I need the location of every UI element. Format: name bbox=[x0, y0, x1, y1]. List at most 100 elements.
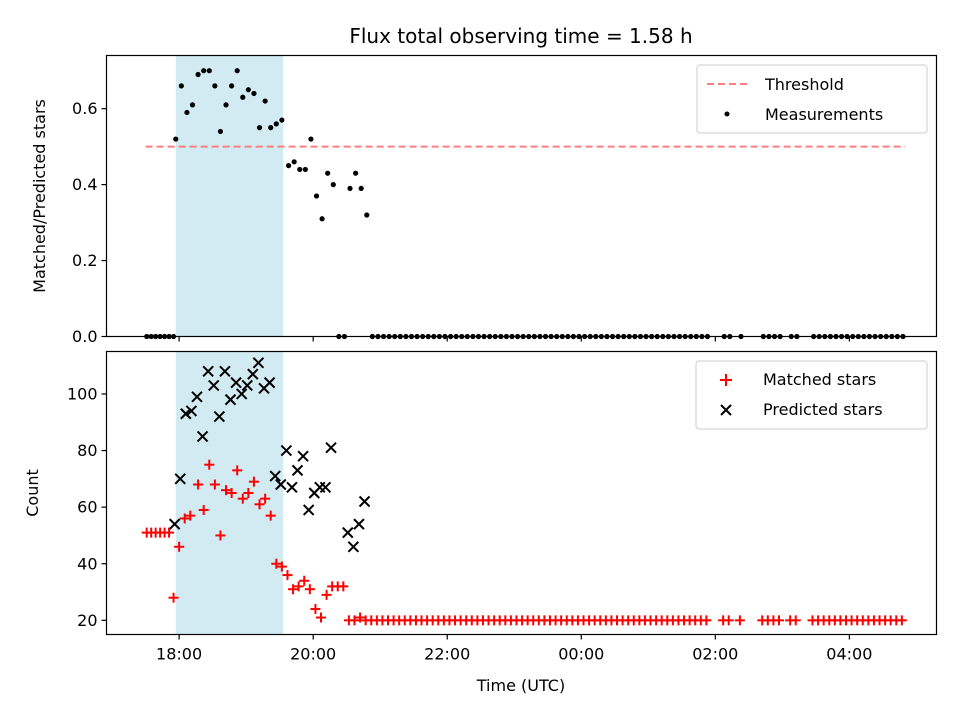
predicted-star-point bbox=[358, 495, 371, 508]
predicted-star-point bbox=[280, 444, 293, 457]
matched-star-point bbox=[164, 527, 175, 538]
matched-star-point bbox=[321, 589, 332, 600]
ratio-y-tick-label: 0.0 bbox=[72, 327, 97, 346]
count-x-ticks: 18:00 20:00 22:00 00:00 02:00 04:00 bbox=[156, 634, 872, 664]
matched-star-point bbox=[310, 604, 321, 615]
predicted-star-point bbox=[202, 365, 214, 378]
predicted-star-point bbox=[235, 388, 248, 400]
legend-measurements-label: Measurements bbox=[765, 105, 883, 124]
predicted-star-point bbox=[302, 504, 315, 516]
predicted-star-point bbox=[286, 481, 298, 494]
measurement-point bbox=[201, 68, 207, 74]
legend-measurements-swatch bbox=[724, 111, 730, 117]
matched-star-point bbox=[198, 504, 209, 515]
measurement-point bbox=[308, 136, 314, 142]
matched-star-point bbox=[209, 479, 220, 490]
matched-star-point bbox=[773, 615, 784, 626]
matched-star-point bbox=[243, 488, 254, 498]
matched-star-point bbox=[174, 541, 185, 552]
ratio-x-ticks bbox=[178, 336, 850, 342]
measurement-point bbox=[297, 166, 303, 173]
measurement-point bbox=[189, 102, 196, 108]
x-tick-label: 02:00 bbox=[692, 645, 738, 664]
matched-star-point bbox=[168, 592, 179, 603]
matched-star-point bbox=[299, 575, 310, 586]
matched-star-point bbox=[185, 510, 196, 521]
matched-star-point bbox=[701, 615, 712, 626]
ratio-y-axis-label: Matched/Predicted stars bbox=[30, 99, 49, 293]
matched-star-point bbox=[237, 493, 248, 504]
measurement-point bbox=[319, 216, 325, 222]
matched-star-point bbox=[896, 615, 907, 626]
count-y-tick-label: 20 bbox=[77, 611, 97, 630]
x-tick-label: 04:00 bbox=[826, 645, 872, 664]
matched-star-point bbox=[293, 581, 304, 592]
count-y-tick-label: 40 bbox=[77, 554, 97, 573]
matched-star-point bbox=[723, 615, 734, 626]
measurement-point bbox=[358, 185, 364, 192]
measurement-point bbox=[256, 125, 263, 131]
matched-star-point bbox=[271, 558, 282, 569]
count-y-tick-label: 80 bbox=[77, 441, 97, 460]
measurement-point bbox=[268, 125, 274, 131]
measurement-point bbox=[291, 159, 297, 165]
matched-star-point bbox=[349, 615, 360, 626]
predicted-star-point bbox=[297, 450, 309, 462]
matched-star-point bbox=[193, 479, 204, 490]
measurement-point bbox=[178, 83, 184, 89]
x-tick-label: 22:00 bbox=[424, 645, 470, 664]
predicted-star-point bbox=[219, 365, 231, 378]
predicted-star-point bbox=[230, 376, 242, 389]
matched-star-point bbox=[315, 612, 326, 623]
predicted-star-point bbox=[353, 518, 365, 530]
measurement-point bbox=[251, 90, 257, 97]
matched-star-point bbox=[338, 581, 349, 592]
ratio-y-tick-label: 0.2 bbox=[72, 251, 97, 270]
measurement-point bbox=[173, 136, 179, 142]
count-y-axis-label: Count bbox=[23, 469, 42, 517]
matched-star-point bbox=[232, 465, 243, 476]
measurement-point bbox=[273, 121, 279, 127]
measurement-point bbox=[262, 98, 268, 104]
legend-predicted-swatch bbox=[720, 404, 732, 416]
predicted-star-point bbox=[342, 526, 354, 539]
predicted-star-point bbox=[263, 376, 276, 389]
predicted-star-point bbox=[213, 410, 226, 423]
predicted-star-point bbox=[224, 393, 237, 406]
matched-star-point bbox=[355, 612, 366, 623]
count-panel: 20 40 60 80 100 18:00 20:00 22:00 00:00 02:00 04:… bbox=[23, 350, 938, 695]
measurement-point bbox=[313, 193, 320, 199]
x-axis-label: Time (UTC) bbox=[476, 676, 565, 695]
matched-star-point bbox=[790, 615, 801, 626]
predicted-star-point bbox=[325, 442, 337, 454]
predicted-star-point bbox=[275, 478, 287, 491]
x-tick-label: 18:00 bbox=[156, 645, 202, 664]
predicted-star-point bbox=[168, 518, 181, 530]
predicted-star-point bbox=[347, 541, 360, 553]
predicted-star-point bbox=[191, 391, 203, 403]
legend-threshold-label: Threshold bbox=[764, 75, 844, 94]
ratio-panel: 0.0 0.2 0.4 0.6 Matched/Predicted stars Thr… bbox=[30, 54, 938, 346]
measurement-point bbox=[184, 109, 190, 116]
measurement-point bbox=[353, 170, 359, 176]
measurement-point bbox=[223, 102, 229, 108]
predicted-star-point bbox=[269, 470, 281, 482]
predicted-star-point bbox=[174, 473, 186, 485]
measurement-point bbox=[279, 117, 285, 123]
ratio-y-tick-label: 0.6 bbox=[72, 99, 97, 118]
legend-predicted-label: Predicted stars bbox=[763, 400, 883, 419]
predicted-star-point bbox=[319, 481, 332, 494]
matched-star-point bbox=[226, 488, 237, 498]
measurement-point bbox=[245, 87, 251, 93]
ratio-legend: Threshold Measurements bbox=[696, 64, 928, 134]
measurement-point bbox=[285, 163, 292, 169]
observing-window-shade-top bbox=[175, 55, 284, 337]
matched-star-point bbox=[179, 513, 190, 524]
matched-star-point bbox=[260, 493, 271, 504]
predicted-star-point bbox=[180, 408, 192, 420]
measurement-point bbox=[217, 128, 224, 135]
matched-star-point bbox=[304, 584, 315, 595]
measurement-point bbox=[330, 182, 336, 188]
matched-star-point bbox=[734, 615, 745, 626]
